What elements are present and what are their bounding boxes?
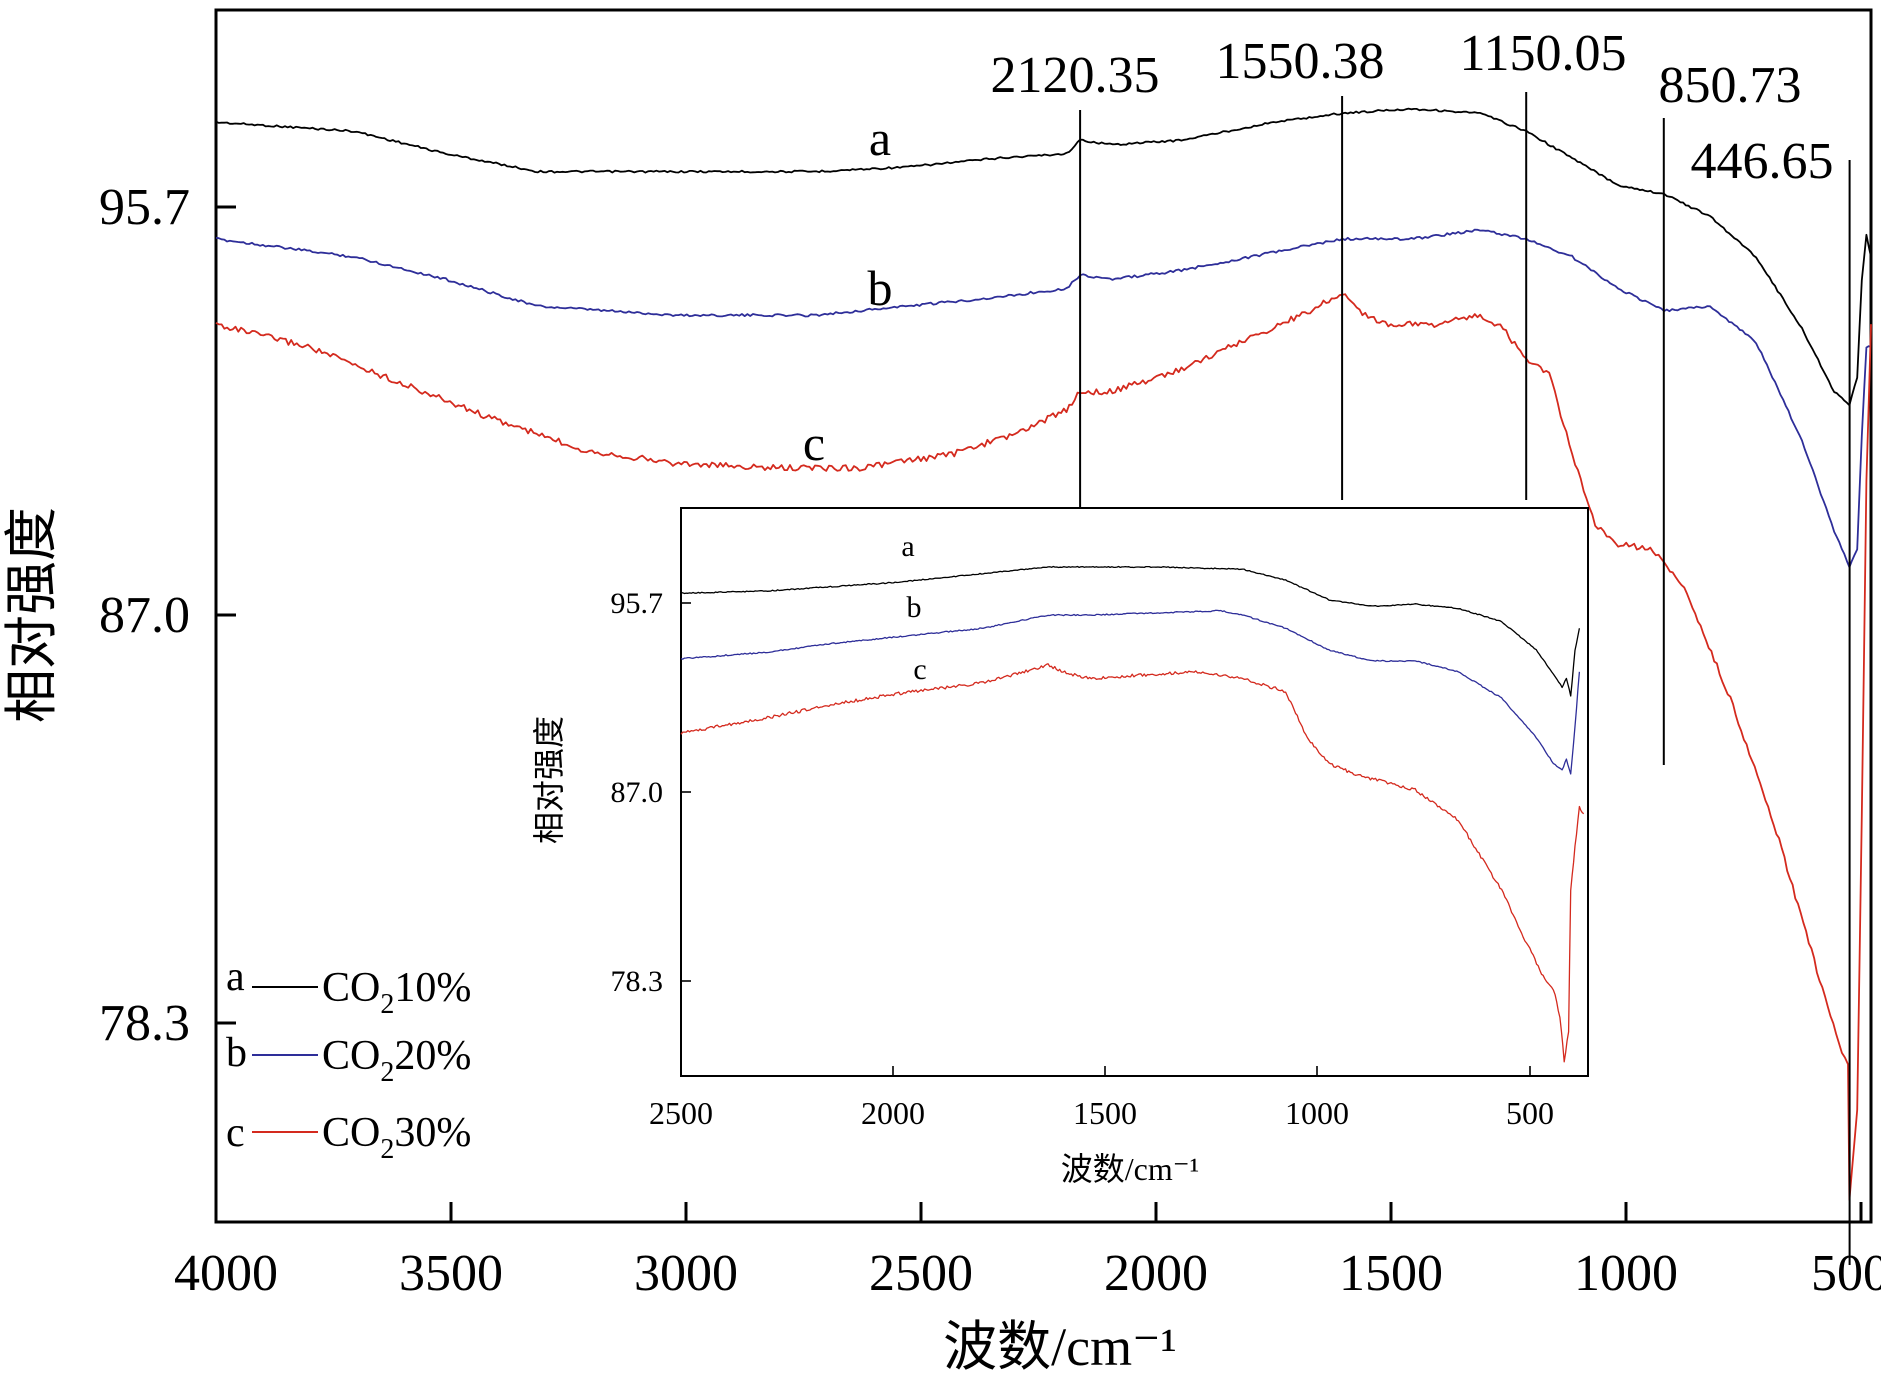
peak-markers: 2120.35 1550.38 1150.05 850.73 446.65: [991, 25, 1851, 1265]
inset-series-c-letter: c: [913, 653, 926, 686]
inset-x-tick-label: 500: [1506, 1095, 1554, 1131]
legend-letter-a: a: [226, 954, 245, 1000]
main-x-axis-title: 波数/cm⁻¹: [943, 1317, 1177, 1372]
inset-series-a-line: [681, 565, 1581, 697]
series-c-letter: c: [803, 415, 825, 471]
main-x-tick-label: 3000: [634, 1245, 738, 1302]
legend-letter-b: b: [226, 1030, 247, 1076]
series-b-line: [215, 228, 1872, 569]
inset-series-c-line: [680, 663, 1585, 1063]
inset-x-tick-label: 2000: [861, 1095, 925, 1131]
inset-y-tick-label: 78.3: [611, 965, 664, 998]
main-x-axis: 4000 3500 3000 2500 2000 1500 1000 500: [174, 1202, 1881, 1302]
main-y-tick-label: 78.3: [99, 995, 190, 1052]
legend-label-a: CO210%: [322, 965, 471, 1020]
series-a-line: [215, 107, 1872, 407]
main-y-axis-title: 相对强度: [2, 507, 62, 723]
inset-plot: 95.7 87.0 78.3 2500 2000 1500 1000 500 波…: [531, 507, 1589, 1187]
legend-label-b: CO220%: [322, 1033, 471, 1088]
inset-y-axis-title: 相对强度: [531, 716, 567, 844]
main-x-tick-label: 3500: [399, 1245, 503, 1302]
legend-label-c: CO230%: [322, 1110, 471, 1165]
series-a-letter: a: [869, 110, 891, 166]
inset-series-a-letter: a: [901, 530, 914, 563]
peak-label-446: 446.65: [1691, 133, 1834, 190]
peak-label-1150: 1150.05: [1459, 25, 1626, 82]
series-b-letter: b: [868, 260, 893, 316]
inset-x-axis-title: 波数/cm⁻¹: [1061, 1151, 1199, 1187]
main-y-tick-label: 95.7: [99, 179, 190, 236]
inset-series-b-letter: b: [907, 591, 922, 624]
main-x-tick-label: 1500: [1339, 1245, 1443, 1302]
main-x-tick-label: 2500: [869, 1245, 973, 1302]
main-y-tick-label: 87.0: [99, 587, 190, 644]
series-c-line: [215, 293, 1872, 1201]
peak-label-1550: 1550.38: [1216, 33, 1385, 90]
main-x-tick-label: 4000: [174, 1245, 278, 1302]
inset-x-tick-label: 1000: [1285, 1095, 1349, 1131]
legend-letter-c: c: [226, 1110, 245, 1156]
main-x-tick-label: 2000: [1104, 1245, 1208, 1302]
legend-entry-b: b CO220%: [226, 1030, 471, 1088]
inset-x-tick-label: 2500: [649, 1095, 713, 1131]
inset-y-tick-label: 95.7: [611, 587, 664, 620]
inset-y-tick-label: 87.0: [611, 776, 664, 809]
main-x-tick-label: 500: [1811, 1245, 1881, 1302]
inset-series-b-line: [680, 609, 1581, 775]
legend-entry-a: a CO210%: [226, 954, 471, 1020]
legend-entry-c: c CO230%: [226, 1110, 471, 1165]
main-x-tick-label: 1000: [1574, 1245, 1678, 1302]
peak-label-2120: 2120.35: [991, 47, 1160, 104]
main-series-group: [215, 107, 1872, 1201]
peak-label-850: 850.73: [1659, 57, 1802, 114]
inset-plot-frame: [680, 507, 1589, 1077]
inset-x-tick-label: 1500: [1073, 1095, 1137, 1131]
legend: a CO210% b CO220% c CO230%: [226, 954, 471, 1165]
